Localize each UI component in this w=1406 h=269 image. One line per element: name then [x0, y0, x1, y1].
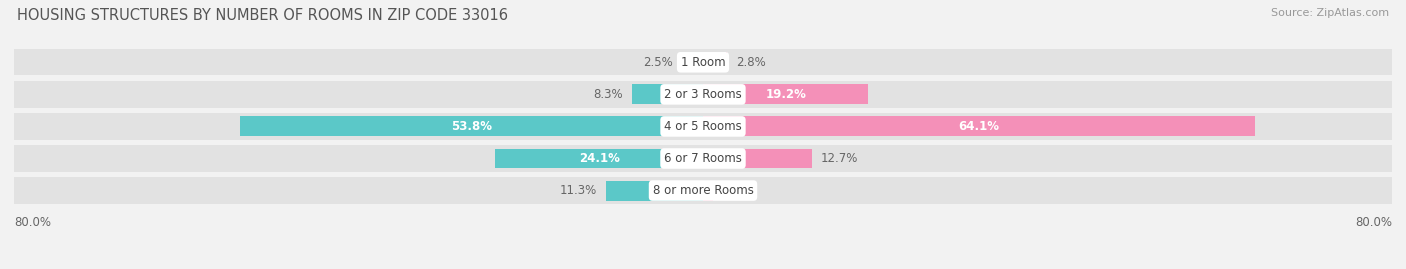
Bar	[606, 181, 703, 200]
Text: 80.0%: 80.0%	[14, 215, 51, 229]
Bar	[682, 52, 703, 72]
Bar	[703, 145, 1392, 172]
Bar	[703, 116, 1256, 136]
Text: 1.2%: 1.2%	[721, 184, 752, 197]
Text: 8.3%: 8.3%	[593, 88, 623, 101]
Text: 4 or 5 Rooms: 4 or 5 Rooms	[664, 120, 742, 133]
Bar	[14, 145, 703, 172]
Text: 80.0%: 80.0%	[1355, 215, 1392, 229]
Bar	[14, 113, 703, 140]
Text: 64.1%: 64.1%	[959, 120, 1000, 133]
Text: HOUSING STRUCTURES BY NUMBER OF ROOMS IN ZIP CODE 33016: HOUSING STRUCTURES BY NUMBER OF ROOMS IN…	[17, 8, 508, 23]
Bar	[239, 116, 703, 136]
Text: 53.8%: 53.8%	[451, 120, 492, 133]
Text: 6 or 7 Rooms: 6 or 7 Rooms	[664, 152, 742, 165]
Text: 2 or 3 Rooms: 2 or 3 Rooms	[664, 88, 742, 101]
Bar	[703, 81, 1392, 108]
Bar	[703, 49, 1392, 75]
Text: 19.2%: 19.2%	[765, 88, 806, 101]
Bar	[703, 178, 1392, 204]
Text: 2.8%: 2.8%	[735, 56, 765, 69]
Bar	[14, 178, 703, 204]
Text: Source: ZipAtlas.com: Source: ZipAtlas.com	[1271, 8, 1389, 18]
Text: 24.1%: 24.1%	[579, 152, 620, 165]
Bar	[14, 49, 703, 75]
Text: 8 or more Rooms: 8 or more Rooms	[652, 184, 754, 197]
Bar	[495, 148, 703, 168]
Bar	[703, 148, 813, 168]
Text: 12.7%: 12.7%	[821, 152, 858, 165]
Bar	[703, 113, 1392, 140]
Bar	[703, 52, 727, 72]
Bar	[631, 84, 703, 104]
Text: 1 Room: 1 Room	[681, 56, 725, 69]
Bar	[703, 181, 713, 200]
Bar	[703, 84, 869, 104]
Bar	[14, 81, 703, 108]
Text: 2.5%: 2.5%	[643, 56, 673, 69]
Text: 11.3%: 11.3%	[560, 184, 598, 197]
